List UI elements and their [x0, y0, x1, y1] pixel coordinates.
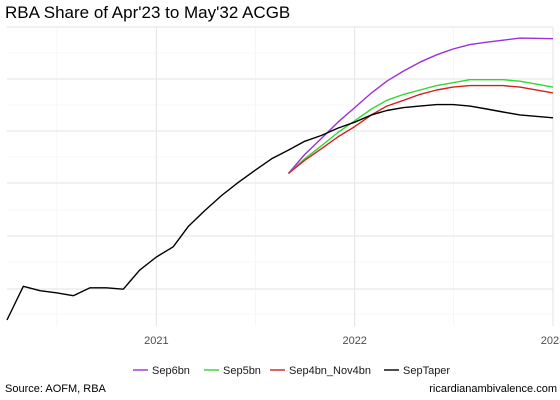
series-line-sep5bn [287, 79, 554, 175]
series-line-septaper [6, 103, 554, 321]
watermark: ricardianambivalence.com [429, 383, 557, 395]
chart-title: RBA Share of Apr'23 to May'32 ACGB [5, 3, 290, 22]
x-tick-labels: 2021 2022 2023 [144, 335, 560, 347]
series-line-sep4bn-nov4bn [287, 84, 554, 175]
x-tick-label: 2021 [144, 335, 168, 347]
legend-label: Sep5bn [223, 365, 261, 377]
grid [7, 26, 554, 326]
x-tick-label: 2023 [541, 335, 560, 347]
legend: Sep6bn Sep5bn Sep4bn_Nov4bn SepTaper [133, 365, 450, 377]
legend-label: SepTaper [403, 365, 450, 377]
legend-label: Sep6bn [152, 365, 190, 377]
series-line-sep6bn [287, 37, 554, 174]
source-note: Source: AOFM, RBA [5, 383, 107, 395]
series-lines [6, 37, 554, 321]
x-tick-label: 2022 [342, 335, 366, 347]
legend-label: Sep4bn_Nov4bn [289, 365, 371, 377]
